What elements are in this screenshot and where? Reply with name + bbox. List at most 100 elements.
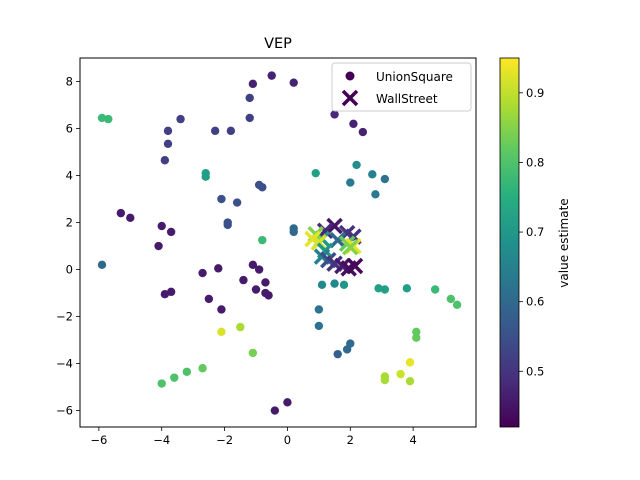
unionsquare-point-51 [217,305,226,314]
legend: UnionSquare WallStreet [331,62,472,112]
y-axis: −6 −4 −2 0 2 4 6 8 [56,75,80,418]
unionsquare-point-21 [380,174,390,184]
unionsquare-point-17 [201,172,210,181]
colorbar-label: value estimate [557,198,571,287]
unionsquare-point-81 [270,406,280,415]
unionsquare-point-7 [104,114,113,124]
unionsquare-point-25 [371,190,380,199]
unionsquare-point-18 [352,160,361,170]
unionsquare-point-68 [217,327,226,337]
unionsquare-point-63 [430,285,440,294]
unionsquare-point-43 [239,275,248,285]
colorbar-gradient [499,57,520,428]
unionsquare-point-0 [267,71,276,80]
unionsquare-point-55 [374,284,383,293]
colorbar: 0.5 0.6 0.7 0.8 0.9 value estimate [499,57,571,428]
unionsquare-point-11 [163,139,173,148]
unionsquare-point-9 [210,126,220,136]
unionsquare-point-27 [232,198,242,207]
unionsquare-point-80 [283,398,292,407]
unionsquare-point-52 [317,280,327,290]
unionsquare-point-35 [166,227,176,237]
unionsquare-point-13 [330,110,339,119]
unionsquare-point-49 [160,290,170,299]
unionsquare-point-50 [204,294,214,304]
unionsquare-point-29 [223,220,232,230]
unionsquare-point-34 [157,221,166,231]
x-tick-label: 0 [284,433,291,447]
unionsquare-point-38 [97,260,107,270]
unionsquare-point-74 [380,375,390,385]
x-tick-label: −4 [153,433,170,447]
unionsquare-point-45 [251,285,261,294]
unionsquare-point-33 [126,213,135,223]
unionsquare-point-32 [116,208,126,218]
x-tick-label: −6 [90,433,107,447]
unionsquare-point-5 [245,113,254,123]
legend-marker-unionsquare [345,71,355,81]
unionsquare-point-2 [289,78,298,87]
colorbar-tick-label: 0.6 [526,295,544,309]
y-tick-label: −6 [56,404,73,418]
y-tick-label: 0 [66,263,73,277]
unionsquare-point-75 [405,376,415,386]
unionsquare-point-61 [342,345,352,354]
colorbar-ticks: 0.5 0.6 0.7 0.8 0.9 [519,86,544,378]
x-axis: −6 −4 −2 0 2 4 [90,427,417,447]
unionsquare-point-22 [346,178,355,187]
legend-box [331,62,472,112]
axes-frame [79,57,477,428]
unionsquare-point-14 [349,119,358,129]
unionsquare-point-26 [217,194,226,204]
unionsquare-point-3 [245,93,254,103]
unionsquare-point-56 [380,285,390,294]
unionsquare-point-41 [254,265,264,274]
unionsquare-point-66 [412,327,421,337]
legend-label-wallstreet: WallStreet [376,92,438,106]
unionsquare-point-39 [214,264,223,273]
y-tick-label: 8 [66,75,73,89]
unionsquare-point-4 [176,114,185,124]
colorbar-tick-label: 0.8 [526,155,544,169]
unionsquare-point-69 [236,322,245,332]
unionsquare-point-58 [314,305,324,314]
unionsquare-point-31 [289,227,298,237]
wallstreet-point-18 [346,257,364,275]
unionsquare-point-57 [402,284,412,293]
unionsquare-point-40 [248,260,258,270]
unionsquare-point-10 [226,126,236,136]
unionsquare-point-1 [248,79,258,89]
x-tick-label: 4 [409,433,416,447]
unionsquare-point-37 [258,235,267,245]
legend-label-unionsquare: UnionSquare [376,70,453,84]
unionsquare-point-72 [396,369,405,379]
unionsquare-point-19 [311,168,320,178]
unionsquare-point-12 [160,156,170,165]
chart-title: VEP [264,36,292,52]
x-tick-label: 2 [347,433,354,447]
unionsquare-point-20 [368,170,377,179]
unionsquare-point-71 [405,358,415,367]
unionsquare-point-65 [452,300,462,309]
unionsquare-point-54 [339,280,349,290]
y-tick-label: −2 [56,310,73,324]
unionsquare-point-59 [314,321,324,331]
unionsquare-point-42 [198,268,207,278]
x-tick-label: −2 [216,433,233,447]
y-tick-label: −4 [56,357,73,371]
unionsquare-point-64 [446,294,456,304]
unionsquare-point-6 [97,113,107,123]
unionsquare-point-44 [261,278,270,287]
unionsquare-point-79 [198,364,207,373]
unionsquare-point-77 [170,373,179,382]
unionsquare-point-47 [264,291,273,300]
colorbar-tick-label: 0.9 [526,86,544,100]
colorbar-tick-label: 0.5 [526,364,544,378]
y-tick-label: 2 [66,216,73,230]
unionsquare-point-62 [333,349,342,359]
unionsquare-point-15 [358,127,368,137]
unionsquare-point-8 [163,126,173,136]
wallstreet-point-0 [326,217,343,235]
wallstreet-point-11 [342,238,359,256]
